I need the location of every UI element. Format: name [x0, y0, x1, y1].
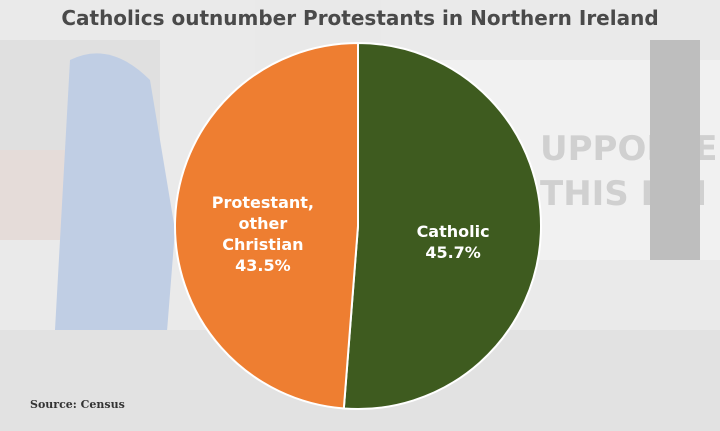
- chart-title: Catholics outnumber Protestants in North…: [61, 6, 659, 30]
- pie: [174, 41, 542, 410]
- svg-text:THIS POI: THIS POI: [540, 174, 707, 214]
- slice-label: Catholic 45.7%: [399, 221, 507, 263]
- source-note: Source: Census: [30, 398, 125, 411]
- slice-label: Protestant, other Christian 43.5%: [209, 192, 317, 276]
- svg-text:UPPORTE: UPPORTE: [540, 129, 717, 169]
- pie-slice: [342, 41, 542, 410]
- pie-slice: [174, 41, 359, 410]
- category-label: Catholic: [416, 221, 490, 241]
- value-label: 45.7%: [425, 242, 481, 262]
- value-label: 43.5%: [235, 256, 291, 276]
- category-label: Protestant, other Christian: [211, 193, 314, 255]
